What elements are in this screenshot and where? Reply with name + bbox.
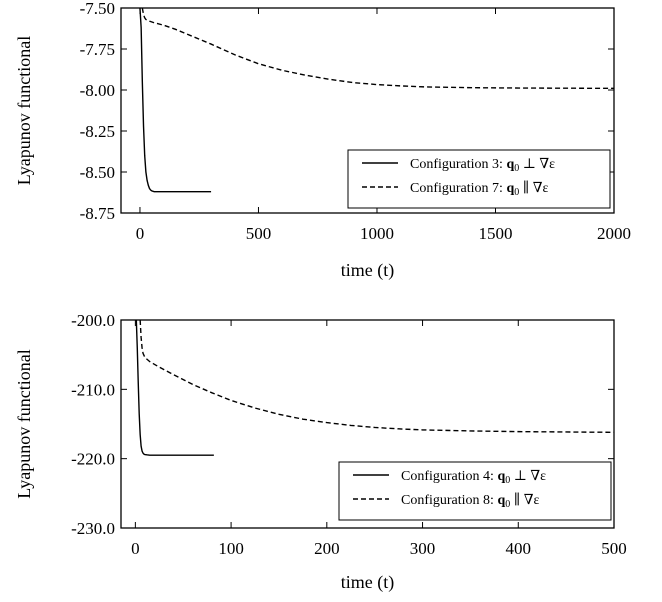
- x-tick-label: 0: [136, 224, 145, 243]
- series-line-1: [135, 320, 214, 456]
- legend-label: Configuration 8: q0 ∥ ∇ε: [401, 492, 539, 510]
- legend-label: Configuration 3: q0 ⊥ ∇ε: [410, 157, 555, 174]
- x-axis-label: time (t): [341, 572, 394, 593]
- chart-panel-2: 0 100 200 300 400 500 -200.0 -210.0 -220.0 -230.0…: [14, 311, 627, 593]
- series-line-2: [141, 8, 614, 90]
- legend: Configuration 3: q0 ⊥ ∇ε Configuration 7:…: [347, 149, 611, 209]
- legend-box: [347, 149, 611, 209]
- series-line-2: [139, 320, 614, 434]
- legend: Configuration 4: q0 ⊥ ∇ε Configuration 8:…: [338, 461, 612, 521]
- x-tick-label: 100: [218, 539, 244, 558]
- y-axis-label: Lyapunov functional: [14, 36, 34, 185]
- chart-panel-1: 0 500 1000 1500 2000 -7.50 -7.75 -8.00 -8.25 -8.5…: [14, 0, 631, 281]
- plot-frame: [120, 7, 615, 214]
- x-tick-label: 400: [506, 539, 532, 558]
- plot-frame: [120, 319, 615, 529]
- y-tick-label: -8.25: [80, 122, 115, 141]
- legend-label: Configuration 4: q0 ⊥ ∇ε: [401, 469, 546, 486]
- y-tick-label: -220.0: [71, 450, 115, 469]
- x-axis-label: time (t): [341, 260, 394, 281]
- y-axis-label: Lyapunov functional: [14, 349, 34, 498]
- x-tick-label: 200: [314, 539, 340, 558]
- x-tick-label: 500: [601, 539, 627, 558]
- y-tick-label: -210.0: [71, 380, 115, 399]
- x-tick-label: 500: [246, 224, 272, 243]
- x-tick-label: 1500: [478, 224, 512, 243]
- x-tick-label: 2000: [597, 224, 631, 243]
- y-tick-label: -7.50: [80, 0, 115, 18]
- y-tick-label: -230.0: [71, 519, 115, 538]
- y-tick-label: -200.0: [71, 311, 115, 330]
- x-tick-label: 1000: [360, 224, 394, 243]
- legend-box: [338, 461, 612, 521]
- y-tick-label: -8.00: [80, 81, 115, 100]
- legend-label: Configuration 7: q0 ∥ ∇ε: [410, 180, 548, 198]
- y-tick-label: -8.50: [80, 163, 115, 182]
- x-tick-label: 300: [410, 539, 436, 558]
- y-tick-label: -8.75: [80, 204, 115, 223]
- series-line-1: [139, 8, 212, 193]
- x-tick-label: 0: [131, 539, 140, 558]
- y-tick-label: -7.75: [80, 40, 115, 59]
